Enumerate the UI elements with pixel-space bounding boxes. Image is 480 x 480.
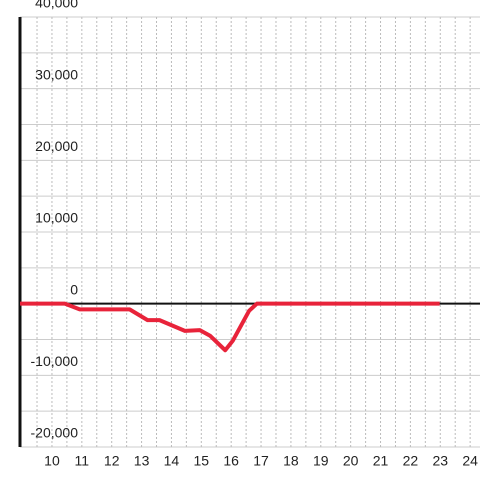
x-tick-label: 16	[223, 453, 239, 469]
x-tick-label: 14	[164, 453, 180, 469]
x-tick-label: 11	[75, 453, 90, 469]
y-tick-label: -10,000	[31, 353, 79, 369]
x-tick-label: 18	[283, 453, 299, 469]
x-tick-label: 23	[432, 453, 448, 469]
x-tick-label: 21	[373, 453, 389, 469]
y-tick-label: 0	[70, 281, 78, 297]
x-tick-label: 10	[44, 453, 60, 469]
data-line	[20, 301, 440, 353]
x-tick-label: 13	[134, 453, 150, 469]
y-tick-label: -20,000	[31, 425, 79, 441]
x-tick-label: 12	[104, 453, 120, 469]
y-tick-label: 10,000	[35, 210, 78, 226]
x-tick-label: 24	[462, 453, 478, 469]
y-tick-label: 30,000	[35, 66, 78, 82]
x-tick-label: 19	[313, 453, 329, 469]
y-tick-label: 20,000	[35, 138, 78, 154]
y-tick-label: 40,000	[35, 0, 78, 11]
x-tick-label: 15	[194, 453, 210, 469]
x-tick-label: 17	[253, 453, 269, 469]
x-tick-label: 20	[343, 453, 359, 469]
x-tick-label: 22	[403, 453, 419, 469]
